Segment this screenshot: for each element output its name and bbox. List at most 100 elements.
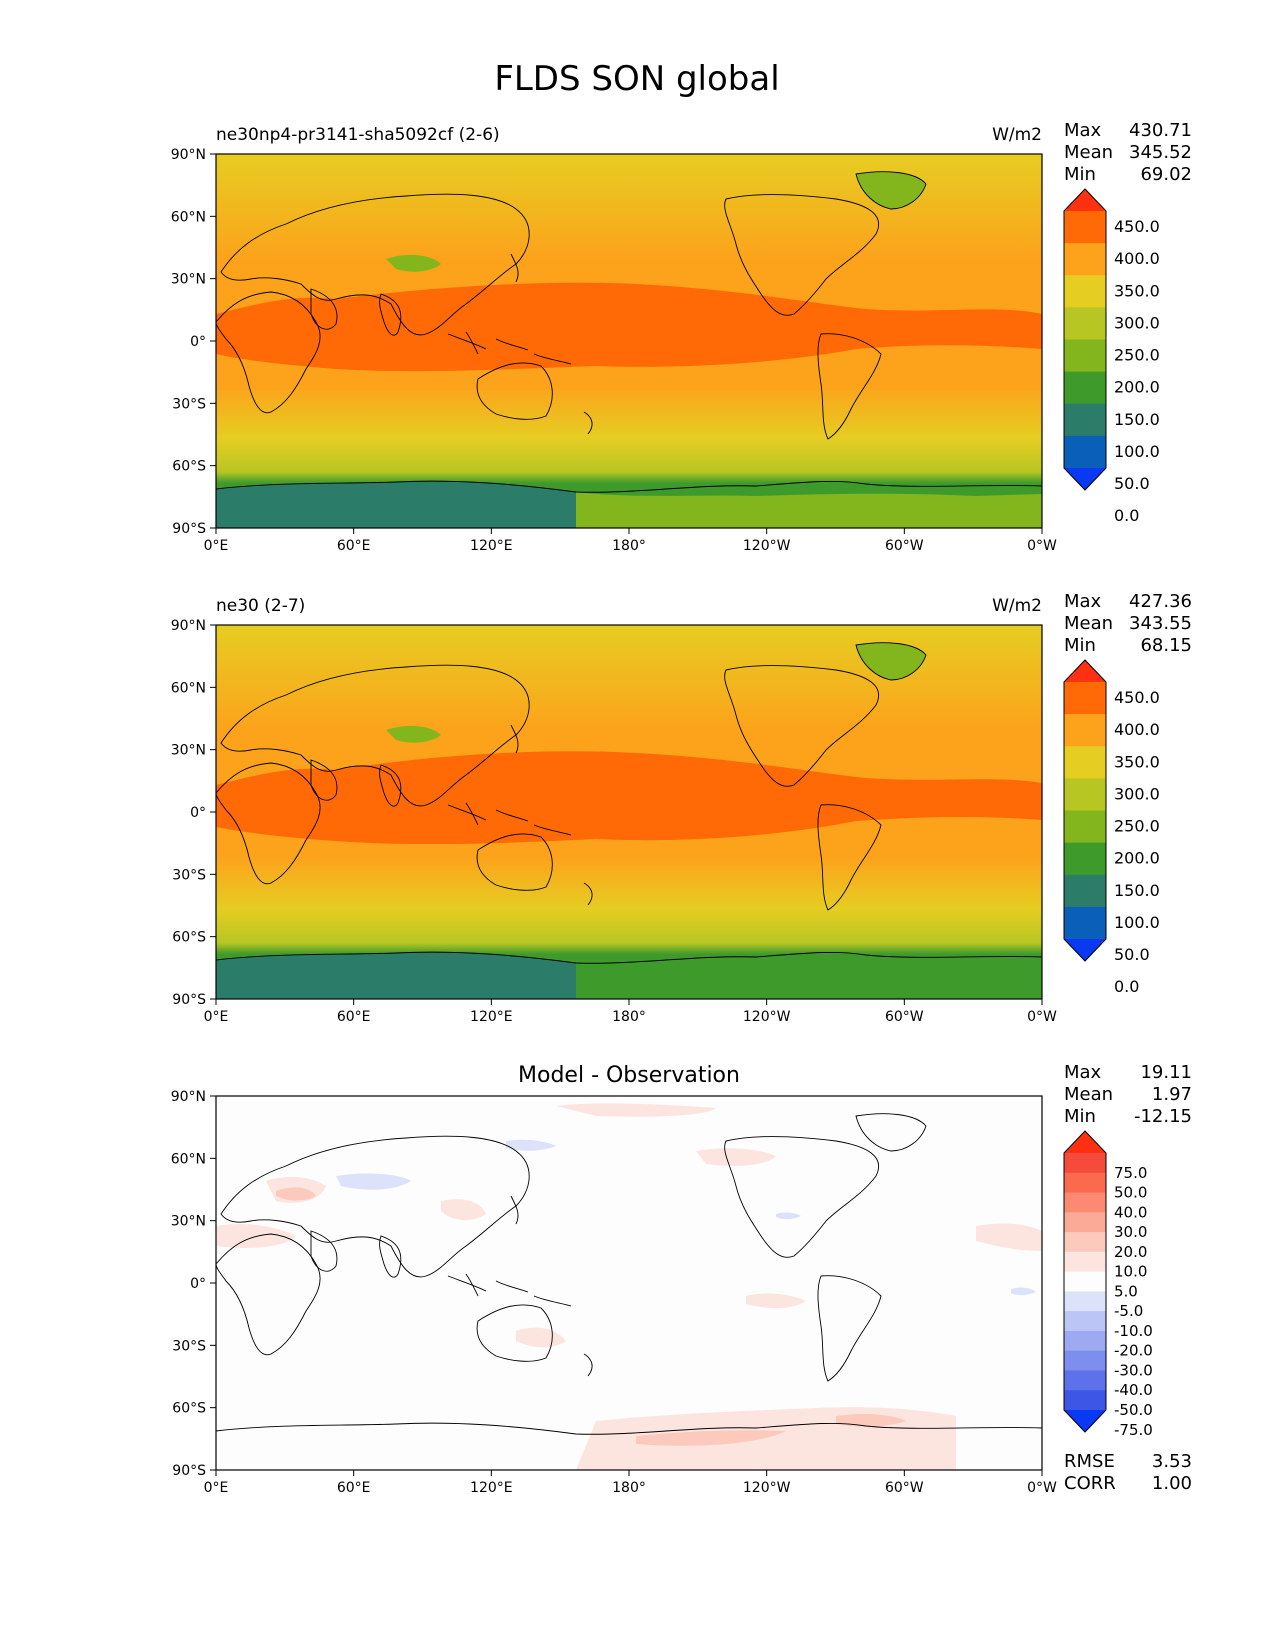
- colorbar-extend-max: [1064, 189, 1106, 211]
- stat-min-label: Min: [1064, 164, 1096, 185]
- colorbar-level-label: 50.0: [1114, 474, 1150, 493]
- colorbar-outline: [1063, 188, 1107, 491]
- colorbar-segment: [1064, 1311, 1106, 1332]
- metric-rmse-label: RMSE: [1064, 1451, 1115, 1472]
- colorbar-level-label: 450.0: [1114, 688, 1160, 707]
- colorbar-extend-max: [1064, 1131, 1106, 1153]
- lon-tick-label: 0°W: [1027, 538, 1057, 554]
- lat-tick-label: 30°S: [172, 396, 206, 412]
- colorbar-segment: [1064, 275, 1106, 308]
- lat-tick-label: 90°N: [171, 618, 206, 634]
- panel-difference: Model - Observation: [171, 1062, 1192, 1496]
- lat-tick-label: 60°S: [172, 1401, 206, 1417]
- stat-mean-label: Mean: [1064, 1084, 1113, 1105]
- lon-tick-label: 180°: [612, 538, 646, 554]
- tibet-cool-region: [386, 725, 441, 743]
- colorbar-level-label: 300.0: [1114, 784, 1160, 803]
- stat-mean-value: 343.55: [1129, 613, 1192, 634]
- colorbar-level-label: 10.0: [1114, 1263, 1147, 1281]
- lat-tick-label: 90°N: [171, 147, 206, 163]
- colorbar-segment: [1064, 810, 1106, 844]
- map-difference[interactable]: [215, 1095, 1043, 1471]
- colorbar-level-label: 100.0: [1114, 442, 1160, 461]
- warm-pool-region: [216, 282, 1042, 372]
- colorbar-level-label: 250.0: [1114, 817, 1160, 836]
- stat-min-value: -12.15: [1134, 1106, 1192, 1127]
- colorbar-segment: [1064, 1192, 1106, 1213]
- lon-tick-label: 120°W: [743, 538, 791, 554]
- stat-max-label: Max: [1064, 591, 1102, 612]
- colorbar-extend-min: [1064, 1410, 1106, 1432]
- greenland-cool-region: [856, 642, 926, 680]
- colorbar-level-label: 200.0: [1114, 378, 1160, 397]
- colorbar-level-label: 250.0: [1114, 346, 1160, 365]
- colorbar-segment: [1064, 307, 1106, 340]
- colorbar-segment: [1064, 906, 1106, 940]
- colorbar-segment: [1064, 435, 1106, 469]
- tibet-cool-region: [386, 254, 441, 272]
- colorbar-segment: [1064, 243, 1106, 276]
- lat-tick-label: 60°N: [171, 1151, 206, 1167]
- map-reference[interactable]: [215, 624, 1043, 1000]
- colorbar-level-label: -20.0: [1114, 1342, 1153, 1360]
- map-test[interactable]: [215, 153, 1043, 529]
- colorbar-level-label: 50.0: [1114, 1184, 1147, 1202]
- stat-mean-label: Mean: [1064, 613, 1113, 634]
- lon-tick-label: 180°: [612, 1480, 646, 1496]
- antarctic-region-east: [576, 960, 1042, 999]
- colorbar-level-label: 5.0: [1114, 1282, 1138, 1300]
- colorbar-segment: [1064, 1212, 1106, 1233]
- colorbar-level-label: 150.0: [1114, 881, 1160, 900]
- panel-metrics: RMSE 3.53 CORR 1.00: [1064, 1451, 1192, 1494]
- map-field: [216, 1096, 1042, 1470]
- colorbar-segment: [1064, 1291, 1106, 1312]
- colorbar-level-label: 350.0: [1114, 752, 1160, 771]
- latitude-axis: 90°N 60°N 30°N 0° 30°S 60°S 90°S: [171, 1089, 216, 1479]
- lon-tick-label: 0°W: [1027, 1009, 1057, 1025]
- stat-mean-value: 1.97: [1152, 1084, 1192, 1105]
- lat-tick-label: 0°: [190, 334, 206, 350]
- stat-min-label: Min: [1064, 1106, 1096, 1127]
- colorbar-level-label: -50.0: [1114, 1401, 1153, 1419]
- colorbar-segment: [1064, 1330, 1106, 1352]
- stat-mean-label: Mean: [1064, 142, 1113, 163]
- lon-tick-label: 120°E: [470, 538, 513, 554]
- colorbar-segment: [1064, 682, 1106, 715]
- colorbar-level-label: 40.0: [1114, 1203, 1147, 1221]
- longitude-axis: 0°E 60°E 120°E 180° 120°W 60°W 0°W: [204, 1470, 1057, 1496]
- lon-tick-label: 60°W: [885, 1009, 924, 1025]
- colorbar-segment: [1064, 1153, 1106, 1174]
- colorbar-level-label: -40.0: [1114, 1381, 1153, 1399]
- colorbar-segment: [1064, 403, 1106, 437]
- colorbar-level-label: 350.0: [1114, 281, 1160, 300]
- lat-tick-label: 0°: [190, 805, 206, 821]
- colorbar-level-label: 400.0: [1114, 249, 1160, 268]
- colorbar-segment: [1064, 746, 1106, 779]
- colorbar-segment: [1064, 371, 1106, 405]
- colorbar-level-label: 30.0: [1114, 1223, 1147, 1241]
- lon-tick-label: 0°E: [204, 1009, 229, 1025]
- panel-test: ne30np4-pr3141-sha5092cf (2-6) W/m2 90°N…: [171, 120, 1192, 554]
- colorbar-level-label: 400.0: [1114, 720, 1160, 739]
- lat-tick-label: 60°S: [172, 459, 206, 475]
- negative-anomaly-regions: [336, 1139, 1036, 1296]
- lon-tick-label: 60°E: [337, 538, 371, 554]
- colorbar-outline: [1063, 659, 1107, 962]
- latitude-axis: 90°N 60°N 30°N 0° 30°S 60°S 90°S: [171, 618, 216, 1008]
- lat-tick-label: 30°N: [171, 743, 206, 759]
- colorbar-segment: [1064, 339, 1106, 373]
- colorbar-segment: [1064, 211, 1106, 244]
- colorbar-extend-max: [1064, 660, 1106, 682]
- latitude-axis: 90°N 60°N 30°N 0° 30°S 60°S 90°S: [171, 147, 216, 537]
- lon-tick-label: 120°E: [470, 1480, 513, 1496]
- panel-stats: Max 19.11 Mean 1.97 Min -12.15: [1064, 1062, 1192, 1127]
- lat-tick-label: 90°S: [172, 1463, 206, 1479]
- metric-corr-value: 1.00: [1152, 1473, 1192, 1494]
- colorbar: 75.0 50.040.0 30.0 20.0 10.05.0 -5.0 -10.0 -20.…: [1063, 1130, 1153, 1439]
- strong-positive-anomaly-regions: [276, 1187, 906, 1446]
- stat-min-label: Min: [1064, 635, 1096, 656]
- lon-tick-label: 60°W: [885, 538, 924, 554]
- colorbar-segment: [1064, 1271, 1106, 1292]
- lon-tick-label: 60°E: [337, 1480, 371, 1496]
- colorbar-segment: [1064, 1251, 1106, 1273]
